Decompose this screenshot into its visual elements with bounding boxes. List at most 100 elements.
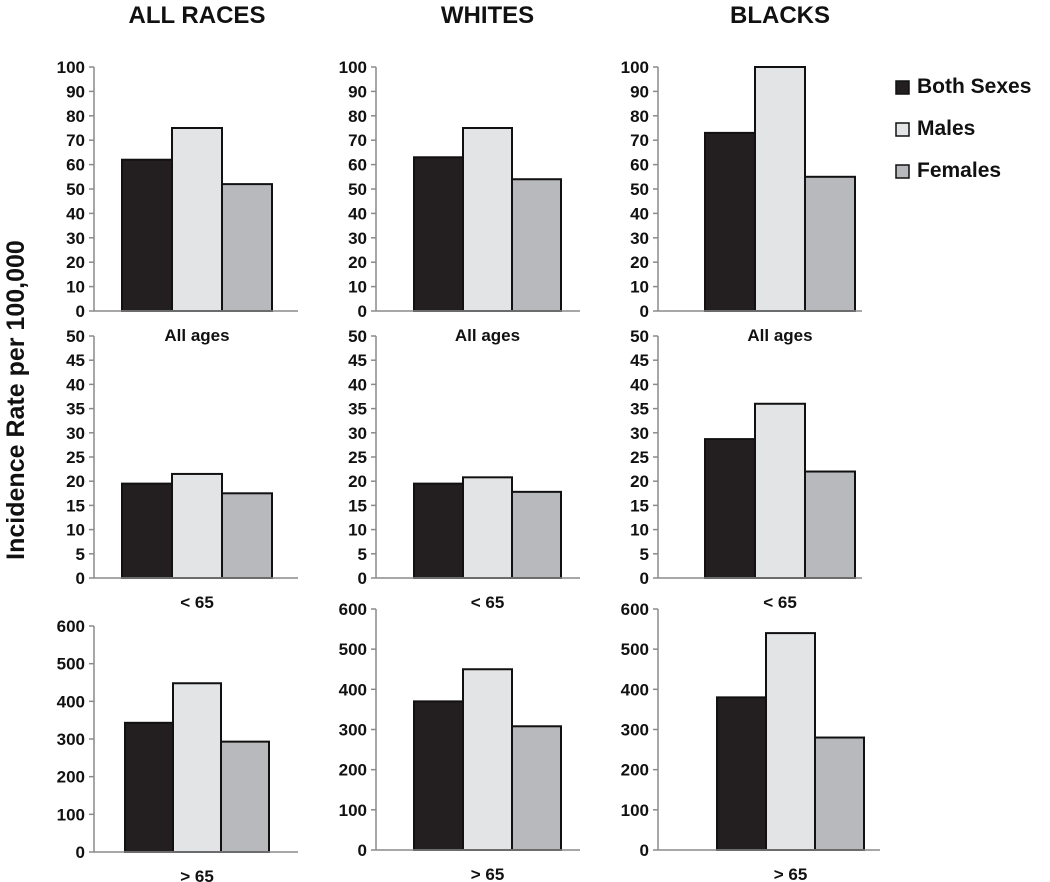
bar-females	[511, 178, 562, 312]
y-tick-label: 100	[57, 58, 85, 77]
legend-label-females: Females	[917, 159, 1001, 182]
x-label: > 65	[471, 865, 505, 882]
bar-males	[172, 682, 222, 854]
bar-males	[462, 476, 513, 579]
y-tick-label: 0	[640, 302, 649, 321]
y-tick-label: 100	[339, 801, 367, 820]
y-tick-label: 80	[348, 107, 367, 126]
y-tick-label: 30	[630, 424, 649, 443]
y-tick-label: 15	[66, 496, 85, 515]
y-tick-label: 10	[66, 521, 85, 540]
bar-females	[221, 183, 273, 312]
legend-label-both: Both Sexes	[917, 75, 1031, 98]
y-tick-label: 25	[630, 448, 649, 467]
y-tick-label: 600	[621, 600, 649, 619]
y-tick-label: 20	[630, 253, 649, 272]
y-tick-label: 0	[358, 841, 367, 860]
y-tick-label: 50	[630, 327, 649, 346]
y-tick-label: 35	[66, 400, 85, 419]
y-tick-label: 90	[630, 82, 649, 101]
bar-males	[765, 632, 816, 851]
bar-males	[171, 472, 223, 579]
y-tick-label: 40	[630, 375, 649, 394]
y-tick-label: 100	[621, 58, 649, 77]
y-tick-label: 20	[66, 472, 85, 491]
y-tick-label: 50	[348, 180, 367, 199]
y-tick-label: 20	[348, 472, 367, 491]
y-tick-label: 0	[76, 569, 85, 588]
bar-females	[511, 725, 562, 852]
y-tick-label: 0	[640, 569, 649, 588]
y-tick-label: 5	[76, 545, 85, 564]
bar-females	[511, 490, 562, 579]
y-tick-label: 60	[348, 156, 367, 175]
bar-both	[124, 721, 174, 854]
x-label: < 65	[471, 593, 505, 612]
y-tick-label: 40	[348, 204, 367, 223]
y-tick-label: 5	[640, 545, 649, 564]
y-tick-label: 25	[348, 448, 367, 467]
y-tick-label: 20	[630, 472, 649, 491]
y-tick-label: 100	[621, 801, 649, 820]
y-tick-label: 40	[66, 204, 85, 223]
y-tick-label: 300	[339, 721, 367, 740]
y-tick-label: 600	[57, 617, 85, 636]
panel-9: 0 100 200 300 400 500 600 > 65	[621, 600, 880, 882]
y-tick-label: 70	[630, 131, 649, 150]
y-axis-title: Incidence Rate per 100,000	[2, 240, 30, 560]
y-tick-label: 500	[57, 655, 85, 674]
y-tick-label: 400	[57, 692, 85, 711]
x-label: < 65	[763, 593, 797, 612]
y-tick-label: 30	[348, 424, 367, 443]
bar-both	[413, 482, 464, 579]
y-tick-label: 35	[348, 400, 367, 419]
y-tick-label: 200	[57, 768, 85, 787]
y-tick-label: 20	[66, 253, 85, 272]
y-tick-label: 10	[348, 278, 367, 297]
bar-both	[413, 700, 464, 852]
x-label: All ages	[747, 326, 812, 345]
bar-females	[814, 736, 865, 851]
x-label: > 65	[774, 865, 808, 882]
y-tick-label: 80	[630, 107, 649, 126]
bar-females	[221, 492, 273, 579]
bar-both	[704, 438, 756, 580]
legend-swatch-males	[895, 122, 910, 137]
y-tick-label: 50	[66, 327, 85, 346]
panel-5: 0 5 10 15 20 25 30 35 40 45 50 < 65	[348, 327, 580, 612]
y-tick-label: 45	[348, 351, 367, 370]
y-tick-label: 5	[358, 545, 367, 564]
y-tick-label: 15	[348, 496, 367, 515]
x-label: > 65	[180, 867, 214, 882]
bar-females	[804, 175, 856, 312]
y-tick-label: 300	[621, 721, 649, 740]
y-tick-label: 25	[66, 448, 85, 467]
x-label: < 65	[180, 593, 214, 612]
bar-males	[462, 668, 513, 851]
y-tick-label: 20	[348, 253, 367, 272]
y-tick-label: 500	[621, 640, 649, 659]
y-tick-label: 100	[339, 58, 367, 77]
y-tick-label: 50	[630, 180, 649, 199]
panel-7: 0 100 200 300 400 500 600 > 65	[57, 617, 298, 882]
bar-males	[462, 127, 513, 312]
bar-both	[716, 696, 767, 851]
bar-males	[754, 66, 806, 312]
bar-both	[704, 131, 756, 312]
y-tick-label: 40	[66, 375, 85, 394]
y-tick-label: 400	[339, 680, 367, 699]
y-tick-label: 90	[348, 82, 367, 101]
y-tick-label: 60	[630, 156, 649, 175]
panel-3: BLACKS 0 10 20 30 40 50 60 70 80 90 100 All ages	[621, 2, 862, 345]
bar-both	[121, 158, 173, 312]
bar-males	[171, 127, 223, 312]
panel-2: WHITES 0 10 20 30 40 50 60 70 80 90 100 All ages	[339, 2, 580, 345]
y-tick-label: 100	[57, 805, 85, 824]
y-tick-label: 200	[339, 761, 367, 780]
bar-both	[121, 482, 173, 579]
bar-both	[413, 156, 464, 312]
y-tick-label: 70	[66, 131, 85, 150]
panel-4: 0 5 10 15 20 25 30 35 40 45 50 < 65	[66, 327, 298, 612]
y-tick-label: 0	[358, 569, 367, 588]
